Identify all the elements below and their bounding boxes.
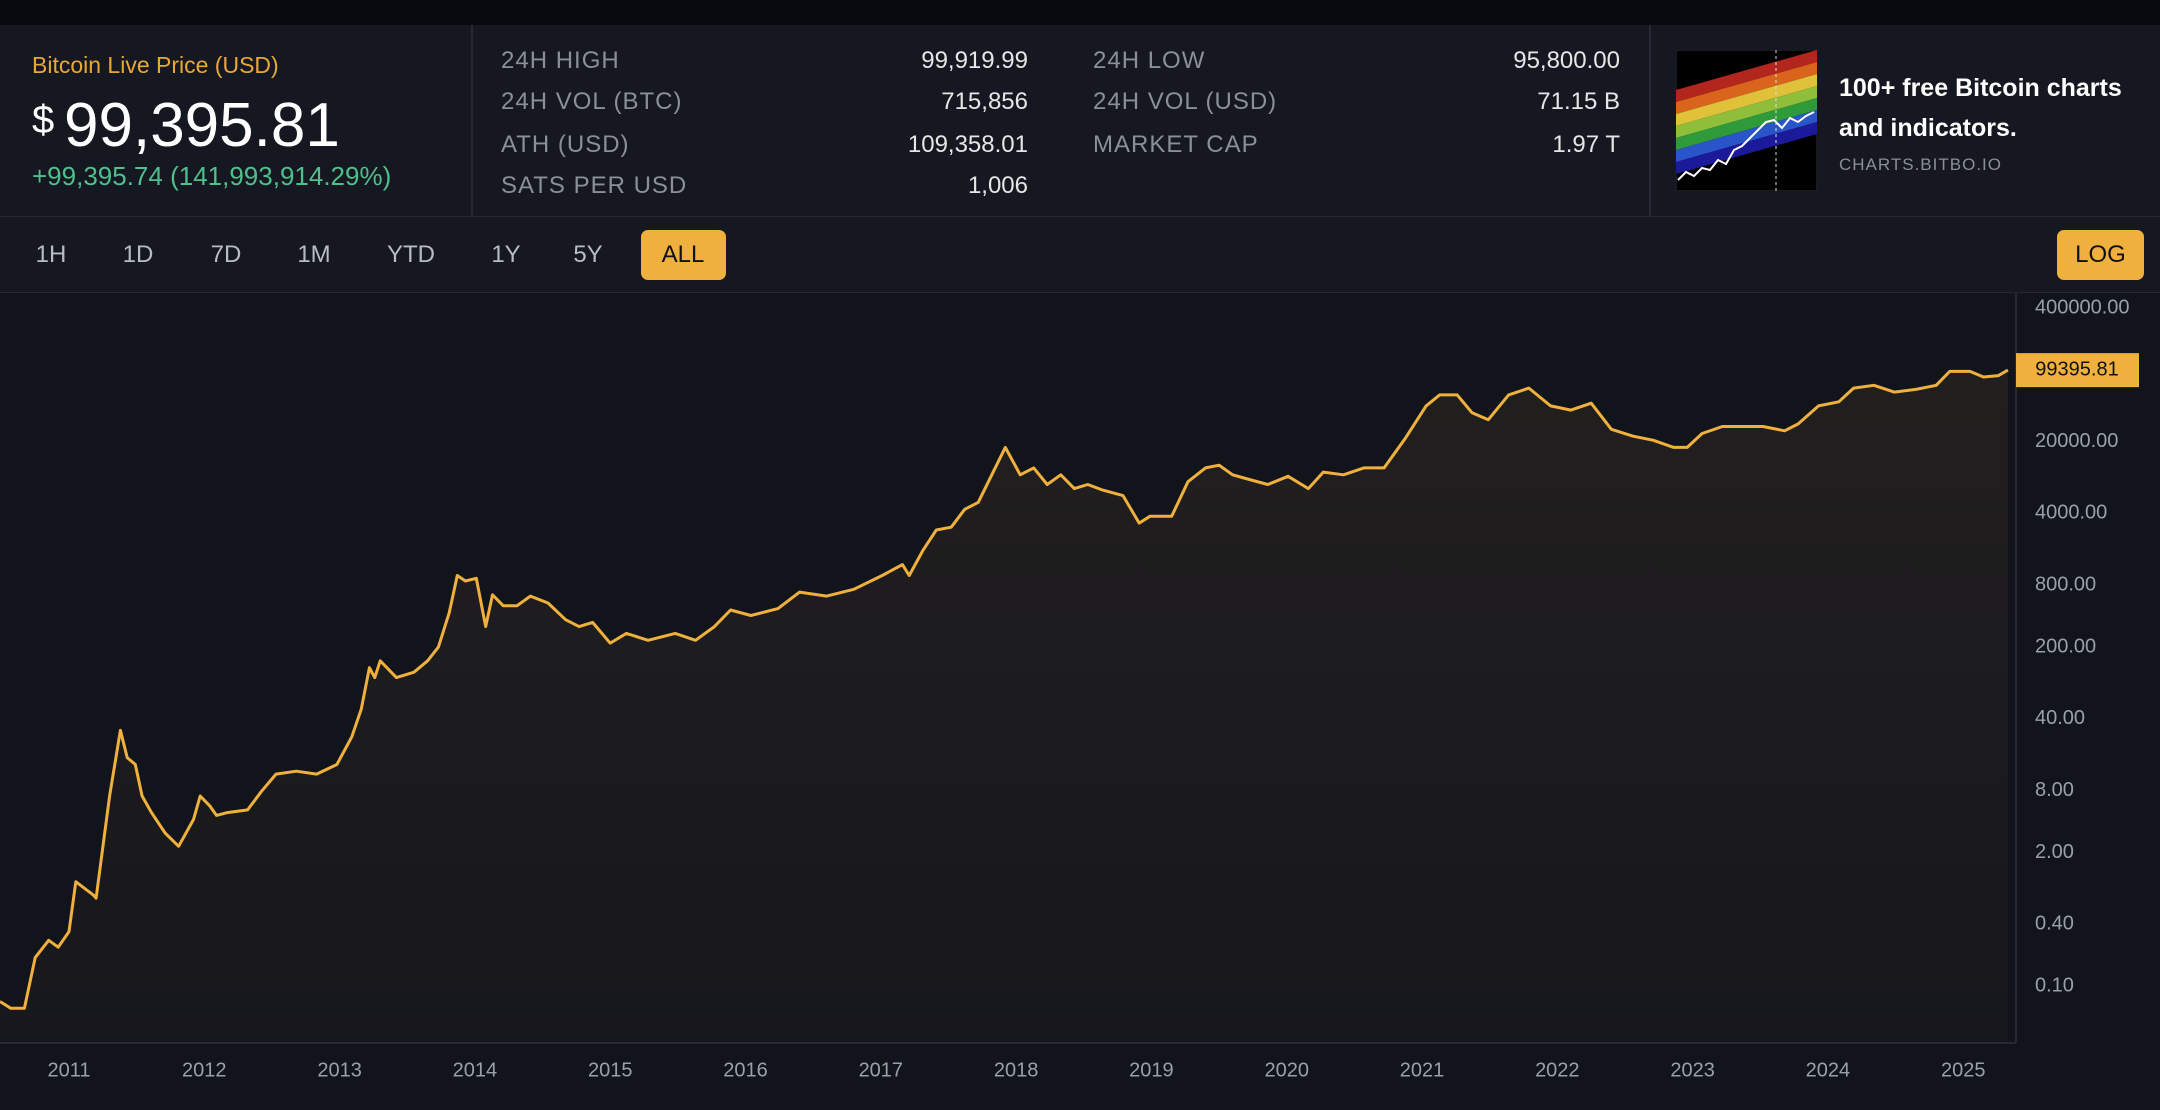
ad-thumbnail[interactable]: [1676, 50, 1817, 191]
x-tick-label: 2019: [1129, 1059, 1174, 1081]
range-button[interactable]: 5Y: [573, 241, 603, 268]
x-tick-label: 2012: [182, 1059, 227, 1081]
x-tick-label: 2023: [1670, 1059, 1715, 1081]
x-tick-label: 2014: [453, 1059, 498, 1081]
range-bar: [0, 217, 2160, 293]
log-button[interactable]: LOG: [2057, 230, 2144, 280]
x-tick-label: 2011: [47, 1059, 90, 1081]
stat-label: SATS PER USD: [501, 172, 688, 199]
x-tick-label: 2020: [1264, 1059, 1309, 1081]
stat-value: 1.97 T: [1552, 131, 1620, 158]
y-tick-label: 200.00: [2035, 635, 2096, 657]
stat-label: 24H LOW: [1093, 47, 1206, 74]
price-title: Bitcoin Live Price (USD): [32, 52, 279, 78]
stat-value: 95,800.00: [1513, 47, 1620, 74]
x-tick-label: 2021: [1400, 1059, 1445, 1081]
range-button[interactable]: 1M: [297, 241, 331, 268]
x-tick-label: 2013: [317, 1059, 362, 1081]
price-line: [0, 368, 2009, 1010]
stat-label: MARKET CAP: [1093, 131, 1259, 158]
stat-label: ATH (USD): [501, 131, 630, 158]
range-button[interactable]: ALL: [640, 230, 726, 280]
range-button[interactable]: 7D: [210, 241, 242, 268]
top-bar: [0, 0, 2160, 25]
y-tick-label: 4000.00: [2035, 502, 2107, 524]
ad-text[interactable]: 100+ free Bitcoin charts and indicators.: [1839, 74, 2122, 142]
price-tag: [2016, 353, 2139, 388]
stat-value: 1,006: [967, 172, 1028, 199]
currency-symbol: $: [32, 98, 55, 142]
chart: 0.10 0.40 2.00 8.00 40.00 200.00 800.00 4000.00…: [0, 292, 2139, 1081]
range-button[interactable]: 1D: [122, 241, 154, 268]
x-tick-label: 2018: [994, 1059, 1039, 1081]
x-tick-label: 2017: [859, 1059, 904, 1081]
y-tick-label: 20000.00: [2035, 430, 2118, 452]
x-tick-label: 2022: [1535, 1059, 1580, 1081]
y-tick-label: 400000.00: [2035, 296, 2130, 318]
stat-value: 715,856: [941, 88, 1028, 115]
price-area: [0, 370, 2008, 1044]
range-button[interactable]: 1Y: [491, 241, 521, 268]
range-button[interactable]: 1H: [35, 241, 67, 268]
stat-value: 99,919.99: [921, 47, 1028, 74]
y-tick-label: 2.00: [2035, 841, 2074, 863]
y-tick-label: 40.00: [2035, 707, 2085, 729]
x-tick-label: 2015: [588, 1059, 633, 1081]
stat-value: 71.15 B: [1537, 88, 1620, 115]
stat-label: 24H VOL (USD): [1093, 88, 1278, 115]
y-tick-label: 800.00: [2035, 574, 2096, 596]
price: 99,395.81: [64, 91, 340, 160]
stat-value: 109,358.01: [907, 131, 1028, 158]
stat-label: 24H VOL (BTC): [501, 88, 683, 115]
ad-url[interactable]: CHARTS.BITBO.IO: [1839, 155, 2002, 174]
divider: [1649, 25, 1651, 216]
range-button[interactable]: YTD: [387, 241, 435, 268]
stat-label: 24H HIGH: [501, 47, 620, 74]
y-tick-label: 0.10: [2035, 974, 2074, 996]
x-tick-label: 2024: [1806, 1059, 1851, 1081]
x-tick-label: 2025: [1941, 1059, 1986, 1081]
price-change: +99,395.74 (141,993,914.29%): [32, 161, 392, 191]
y-tick-label: 0.40: [2035, 913, 2074, 935]
divider: [471, 25, 473, 216]
y-tick-label: 8.00: [2035, 779, 2074, 801]
x-tick-label: 2016: [723, 1059, 768, 1081]
price-tag-label: 99395.81: [2035, 358, 2118, 380]
